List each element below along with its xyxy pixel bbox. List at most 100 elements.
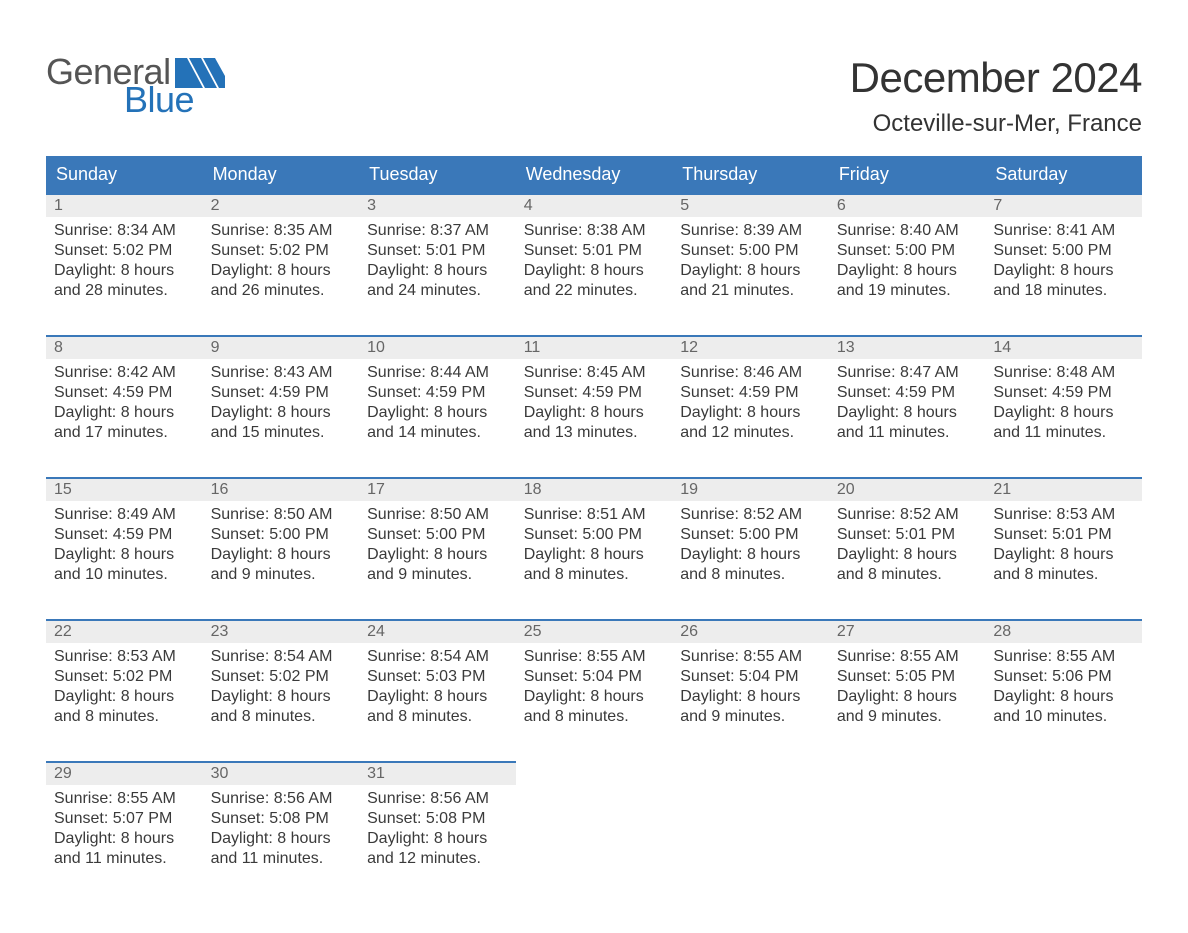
day-d1: Daylight: 8 hours	[524, 545, 665, 565]
day-number: 22	[46, 619, 203, 643]
day-d2: and 24 minutes.	[367, 281, 508, 301]
day-sunrise: Sunrise: 8:55 AM	[54, 789, 195, 809]
day-d2: and 13 minutes.	[524, 423, 665, 443]
calendar-day-cell: 6Sunrise: 8:40 AMSunset: 5:00 PMDaylight…	[829, 193, 986, 335]
day-sunrise: Sunrise: 8:55 AM	[837, 647, 978, 667]
day-sunset: Sunset: 5:00 PM	[837, 241, 978, 261]
day-sunrise: Sunrise: 8:54 AM	[367, 647, 508, 667]
day-d1: Daylight: 8 hours	[54, 829, 195, 849]
day-d1: Daylight: 8 hours	[211, 829, 352, 849]
calendar-day-cell: 2Sunrise: 8:35 AMSunset: 5:02 PMDaylight…	[203, 193, 360, 335]
day-d1: Daylight: 8 hours	[993, 403, 1134, 423]
day-number: 5	[672, 193, 829, 217]
day-sunrise: Sunrise: 8:52 AM	[680, 505, 821, 525]
day-sunrise: Sunrise: 8:51 AM	[524, 505, 665, 525]
calendar-week-row: 22Sunrise: 8:53 AMSunset: 5:02 PMDayligh…	[46, 619, 1142, 761]
day-sunset: Sunset: 5:00 PM	[993, 241, 1134, 261]
col-sunday: Sunday	[46, 156, 203, 193]
day-number: 3	[359, 193, 516, 217]
day-number: 10	[359, 335, 516, 359]
col-friday: Friday	[829, 156, 986, 193]
day-number: 31	[359, 761, 516, 785]
day-sunset: Sunset: 5:03 PM	[367, 667, 508, 687]
day-number: 9	[203, 335, 360, 359]
day-number: 4	[516, 193, 673, 217]
day-d1: Daylight: 8 hours	[54, 261, 195, 281]
day-d2: and 10 minutes.	[54, 565, 195, 585]
day-d1: Daylight: 8 hours	[367, 403, 508, 423]
day-body: Sunrise: 8:49 AMSunset: 4:59 PMDaylight:…	[46, 501, 203, 619]
day-sunrise: Sunrise: 8:56 AM	[367, 789, 508, 809]
day-number: 17	[359, 477, 516, 501]
day-sunrise: Sunrise: 8:46 AM	[680, 363, 821, 383]
day-body: Sunrise: 8:53 AMSunset: 5:02 PMDaylight:…	[46, 643, 203, 761]
day-number: 16	[203, 477, 360, 501]
day-d2: and 28 minutes.	[54, 281, 195, 301]
day-sunrise: Sunrise: 8:53 AM	[993, 505, 1134, 525]
day-d2: and 15 minutes.	[211, 423, 352, 443]
day-number: 28	[985, 619, 1142, 643]
day-d2: and 8 minutes.	[837, 565, 978, 585]
day-d1: Daylight: 8 hours	[680, 545, 821, 565]
day-body: Sunrise: 8:54 AMSunset: 5:02 PMDaylight:…	[203, 643, 360, 761]
day-sunset: Sunset: 5:00 PM	[367, 525, 508, 545]
day-number: 30	[203, 761, 360, 785]
calendar-day-cell: 18Sunrise: 8:51 AMSunset: 5:00 PMDayligh…	[516, 477, 673, 619]
calendar-day-cell: 17Sunrise: 8:50 AMSunset: 5:00 PMDayligh…	[359, 477, 516, 619]
day-sunset: Sunset: 5:02 PM	[211, 667, 352, 687]
calendar-day-cell: 11Sunrise: 8:45 AMSunset: 4:59 PMDayligh…	[516, 335, 673, 477]
logo-text-b: Blue	[124, 82, 225, 118]
day-d2: and 14 minutes.	[367, 423, 508, 443]
day-body: Sunrise: 8:55 AMSunset: 5:04 PMDaylight:…	[672, 643, 829, 761]
day-d1: Daylight: 8 hours	[524, 403, 665, 423]
calendar-day-cell	[516, 761, 673, 903]
day-sunset: Sunset: 4:59 PM	[680, 383, 821, 403]
col-thursday: Thursday	[672, 156, 829, 193]
day-number: 2	[203, 193, 360, 217]
calendar-day-cell: 7Sunrise: 8:41 AMSunset: 5:00 PMDaylight…	[985, 193, 1142, 335]
day-body: Sunrise: 8:35 AMSunset: 5:02 PMDaylight:…	[203, 217, 360, 335]
day-d1: Daylight: 8 hours	[680, 687, 821, 707]
day-sunrise: Sunrise: 8:45 AM	[524, 363, 665, 383]
col-saturday: Saturday	[985, 156, 1142, 193]
day-sunrise: Sunrise: 8:34 AM	[54, 221, 195, 241]
day-body: Sunrise: 8:40 AMSunset: 5:00 PMDaylight:…	[829, 217, 986, 335]
day-number: 24	[359, 619, 516, 643]
calendar-day-cell	[985, 761, 1142, 903]
calendar-header-row: Sunday Monday Tuesday Wednesday Thursday…	[46, 156, 1142, 193]
day-body: Sunrise: 8:41 AMSunset: 5:00 PMDaylight:…	[985, 217, 1142, 335]
day-number: 21	[985, 477, 1142, 501]
day-body: Sunrise: 8:54 AMSunset: 5:03 PMDaylight:…	[359, 643, 516, 761]
calendar-day-cell: 31Sunrise: 8:56 AMSunset: 5:08 PMDayligh…	[359, 761, 516, 903]
day-d1: Daylight: 8 hours	[993, 545, 1134, 565]
day-d1: Daylight: 8 hours	[54, 687, 195, 707]
day-d1: Daylight: 8 hours	[367, 261, 508, 281]
day-body: Sunrise: 8:44 AMSunset: 4:59 PMDaylight:…	[359, 359, 516, 477]
page: General Blue December 2024 Octeville-sur…	[0, 0, 1188, 933]
day-d2: and 8 minutes.	[211, 707, 352, 727]
calendar-day-cell: 9Sunrise: 8:43 AMSunset: 4:59 PMDaylight…	[203, 335, 360, 477]
day-d1: Daylight: 8 hours	[211, 545, 352, 565]
day-body: Sunrise: 8:46 AMSunset: 4:59 PMDaylight:…	[672, 359, 829, 477]
day-sunrise: Sunrise: 8:48 AM	[993, 363, 1134, 383]
day-sunset: Sunset: 5:02 PM	[211, 241, 352, 261]
day-number: 19	[672, 477, 829, 501]
day-sunrise: Sunrise: 8:35 AM	[211, 221, 352, 241]
day-body: Sunrise: 8:50 AMSunset: 5:00 PMDaylight:…	[203, 501, 360, 619]
day-body: Sunrise: 8:56 AMSunset: 5:08 PMDaylight:…	[359, 785, 516, 903]
day-d1: Daylight: 8 hours	[993, 261, 1134, 281]
day-d1: Daylight: 8 hours	[54, 545, 195, 565]
day-d2: and 11 minutes.	[837, 423, 978, 443]
day-sunset: Sunset: 4:59 PM	[211, 383, 352, 403]
calendar-day-cell: 15Sunrise: 8:49 AMSunset: 4:59 PMDayligh…	[46, 477, 203, 619]
calendar-table: Sunday Monday Tuesday Wednesday Thursday…	[46, 156, 1142, 903]
day-sunrise: Sunrise: 8:40 AM	[837, 221, 978, 241]
day-sunset: Sunset: 5:08 PM	[367, 809, 508, 829]
calendar-day-cell: 23Sunrise: 8:54 AMSunset: 5:02 PMDayligh…	[203, 619, 360, 761]
calendar-day-cell: 22Sunrise: 8:53 AMSunset: 5:02 PMDayligh…	[46, 619, 203, 761]
day-d1: Daylight: 8 hours	[837, 687, 978, 707]
day-sunset: Sunset: 5:00 PM	[211, 525, 352, 545]
logo: General Blue	[46, 54, 225, 118]
day-number: 1	[46, 193, 203, 217]
day-d1: Daylight: 8 hours	[367, 829, 508, 849]
